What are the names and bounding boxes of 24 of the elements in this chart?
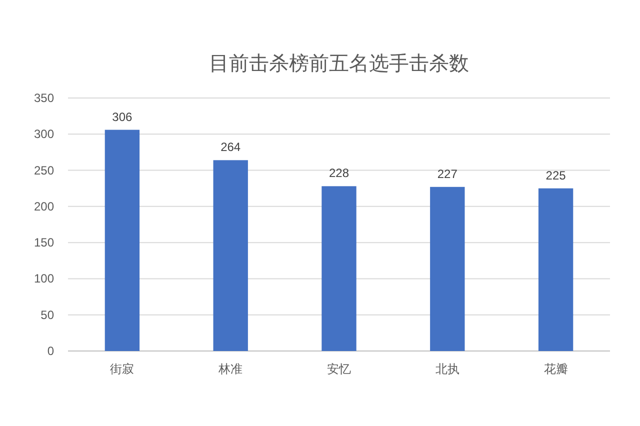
y-tick-label: 50: [40, 308, 54, 322]
x-tick-label: 花瓣: [544, 362, 568, 376]
y-tick-label: 300: [34, 127, 54, 142]
x-tick-label: 安忆: [327, 362, 351, 376]
bar: [430, 186, 465, 351]
y-tick-label: 200: [34, 199, 54, 214]
y-tick-label: 100: [34, 272, 54, 286]
data-label: 306: [112, 110, 133, 124]
bar: [213, 160, 248, 351]
data-label: 264: [220, 140, 241, 154]
x-tick-label: 街寂: [110, 362, 134, 376]
y-tick-label: 350: [34, 91, 54, 105]
x-tick-label: 林准: [218, 362, 243, 376]
bar: [322, 186, 356, 351]
x-tick-label: 北执: [435, 362, 460, 376]
y-tick-label: 0: [47, 344, 54, 358]
data-label: 225: [546, 168, 566, 182]
y-tick-label: 250: [34, 163, 54, 178]
bar: [104, 130, 140, 351]
chart-title: 目前击杀榜前五名选手击杀数: [209, 53, 469, 75]
data-label: 227: [437, 166, 458, 181]
data-label: 228: [328, 166, 350, 180]
y-tick-label: 150: [34, 236, 54, 250]
bar: [538, 188, 574, 351]
